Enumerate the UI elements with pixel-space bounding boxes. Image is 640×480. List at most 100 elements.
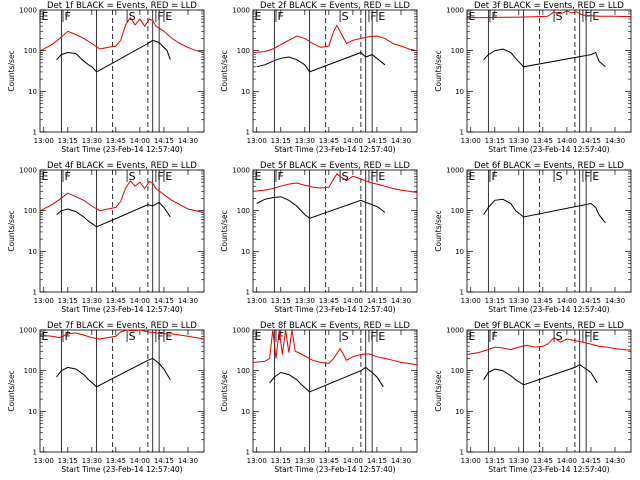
flag-label: F: [370, 330, 376, 343]
events-series-line: [483, 48, 606, 68]
flag-label: F: [370, 170, 376, 183]
panel-title: Det 4f BLACK = Events, RED = LLD: [47, 161, 197, 171]
lld-series-line: [253, 329, 418, 366]
x-tick-label: 14:30: [391, 297, 411, 305]
x-tick-label: 14:30: [178, 137, 198, 145]
x-tick-label: 13:30: [509, 457, 529, 465]
panel-2: Det 2f BLACK = Events, RED = LLD 1 10 100 10…: [220, 1, 418, 154]
x-tick-label: 14:00: [557, 457, 577, 465]
flag-label: E: [378, 330, 385, 343]
x-tick-label: 14:15: [367, 457, 387, 465]
x-tick-label: 14:30: [178, 297, 198, 305]
x-axis-label: Start Time (23-Feb-14 12:57:40): [61, 305, 182, 314]
panel-title: Det 9f BLACK = Events, RED = LLD: [474, 321, 624, 331]
flag-label: E: [42, 170, 49, 183]
y-tick-label: 100: [451, 207, 464, 215]
flag-label: S: [342, 330, 349, 343]
flag-label: S: [556, 10, 563, 23]
y-tick-label: 1: [33, 129, 37, 137]
x-axis-label: Start Time (23-Feb-14 12:57:40): [488, 465, 609, 474]
panel-8: Det 8f BLACK = Events, RED = LLD 1 10 100 10…: [220, 321, 418, 474]
events-series-line: [256, 196, 386, 219]
y-tick-label: 1000: [446, 167, 464, 175]
x-axis-label: Start Time (23-Feb-14 12:57:40): [61, 145, 182, 154]
y-tick-label: 1: [33, 449, 37, 457]
events-series-line: [56, 357, 171, 388]
flag-label: F: [491, 10, 497, 23]
flag-label: S: [556, 170, 563, 183]
flag-label: S: [342, 170, 349, 183]
y-tick-label: 1000: [446, 7, 464, 15]
y-tick-label: 1000: [446, 327, 464, 335]
y-axis-label: Counts/sec: [434, 210, 443, 251]
y-tick-label: 1: [33, 289, 37, 297]
axes-frame: [466, 329, 632, 453]
flag-label: F: [370, 10, 376, 23]
axes-frame: [252, 9, 418, 133]
flag-label: E: [255, 330, 262, 343]
axes-frame: [39, 169, 205, 293]
y-tick-label: 1000: [232, 167, 250, 175]
y-tick-label: 100: [237, 47, 250, 55]
x-tick-label: 13:15: [271, 457, 291, 465]
x-tick-label: 13:30: [295, 457, 315, 465]
x-tick-label: 14:00: [130, 137, 150, 145]
events-series-line: [483, 364, 598, 386]
flag-label: S: [342, 10, 349, 23]
y-tick-label: 10: [241, 408, 250, 416]
panel-title: Det 8f BLACK = Events, RED = LLD: [260, 321, 410, 331]
flag-label: F: [64, 10, 70, 23]
y-axis-label: Counts/sec: [220, 370, 229, 411]
flag-label: F: [491, 330, 497, 343]
x-tick-label: 14:15: [581, 457, 601, 465]
x-tick-label: 13:15: [58, 297, 78, 305]
x-tick-label: 13:30: [82, 457, 102, 465]
flag-label: F: [64, 330, 70, 343]
axes-frame: [39, 9, 205, 133]
y-tick-label: 1: [246, 129, 250, 137]
lld-series-line: [253, 24, 418, 53]
flag-label: S: [129, 330, 136, 343]
x-tick-label: 14:15: [367, 137, 387, 145]
x-tick-label: 14:30: [605, 297, 625, 305]
x-tick-label: 13:00: [247, 457, 267, 465]
x-tick-label: 13:15: [485, 457, 505, 465]
flag-label: E: [592, 170, 599, 183]
x-tick-label: 14:00: [343, 457, 363, 465]
panel-title: Det 7f BLACK = Events, RED = LLD: [47, 321, 197, 331]
flag-label: S: [129, 10, 136, 23]
x-tick-label: 13:00: [461, 297, 481, 305]
lld-series-line: [40, 16, 205, 53]
x-tick-label: 13:45: [106, 457, 126, 465]
panel-5: Det 5f BLACK = Events, RED = LLD 1 10 100 10…: [220, 161, 418, 314]
x-tick-label: 14:30: [391, 137, 411, 145]
panel-7: Det 7f BLACK = Events, RED = LLD 1 10 100 10…: [7, 321, 205, 474]
lld-series-line: [253, 173, 418, 193]
panel-9: Det 9f BLACK = Events, RED = LLD 1 10 100 10…: [434, 321, 632, 474]
y-axis-label: Counts/sec: [434, 50, 443, 91]
x-tick-label: 13:45: [106, 297, 126, 305]
x-tick-label: 14:15: [154, 137, 174, 145]
x-axis-label: Start Time (23-Feb-14 12:57:40): [274, 465, 395, 474]
y-tick-label: 100: [24, 207, 37, 215]
y-axis-label: Counts/sec: [434, 370, 443, 411]
panel-6: Det 6f BLACK = Events, RED = LLD 1 10 100 10…: [434, 161, 632, 314]
x-tick-label: 14:30: [391, 457, 411, 465]
x-tick-label: 13:30: [82, 137, 102, 145]
flag-label: E: [469, 170, 476, 183]
y-tick-label: 10: [455, 408, 464, 416]
flag-label: E: [165, 170, 172, 183]
y-tick-label: 1000: [19, 327, 37, 335]
x-tick-label: 14:00: [557, 297, 577, 305]
flag-label: E: [42, 330, 49, 343]
y-tick-label: 100: [24, 47, 37, 55]
x-tick-label: 14:00: [130, 297, 150, 305]
x-tick-label: 13:00: [34, 457, 54, 465]
x-tick-label: 13:45: [319, 137, 339, 145]
y-tick-label: 1000: [232, 327, 250, 335]
x-tick-label: 14:15: [367, 297, 387, 305]
y-axis-label: Counts/sec: [220, 50, 229, 91]
flag-label: E: [378, 10, 385, 23]
x-tick-label: 14:00: [343, 297, 363, 305]
panel-title: Det 6f BLACK = Events, RED = LLD: [474, 161, 624, 171]
